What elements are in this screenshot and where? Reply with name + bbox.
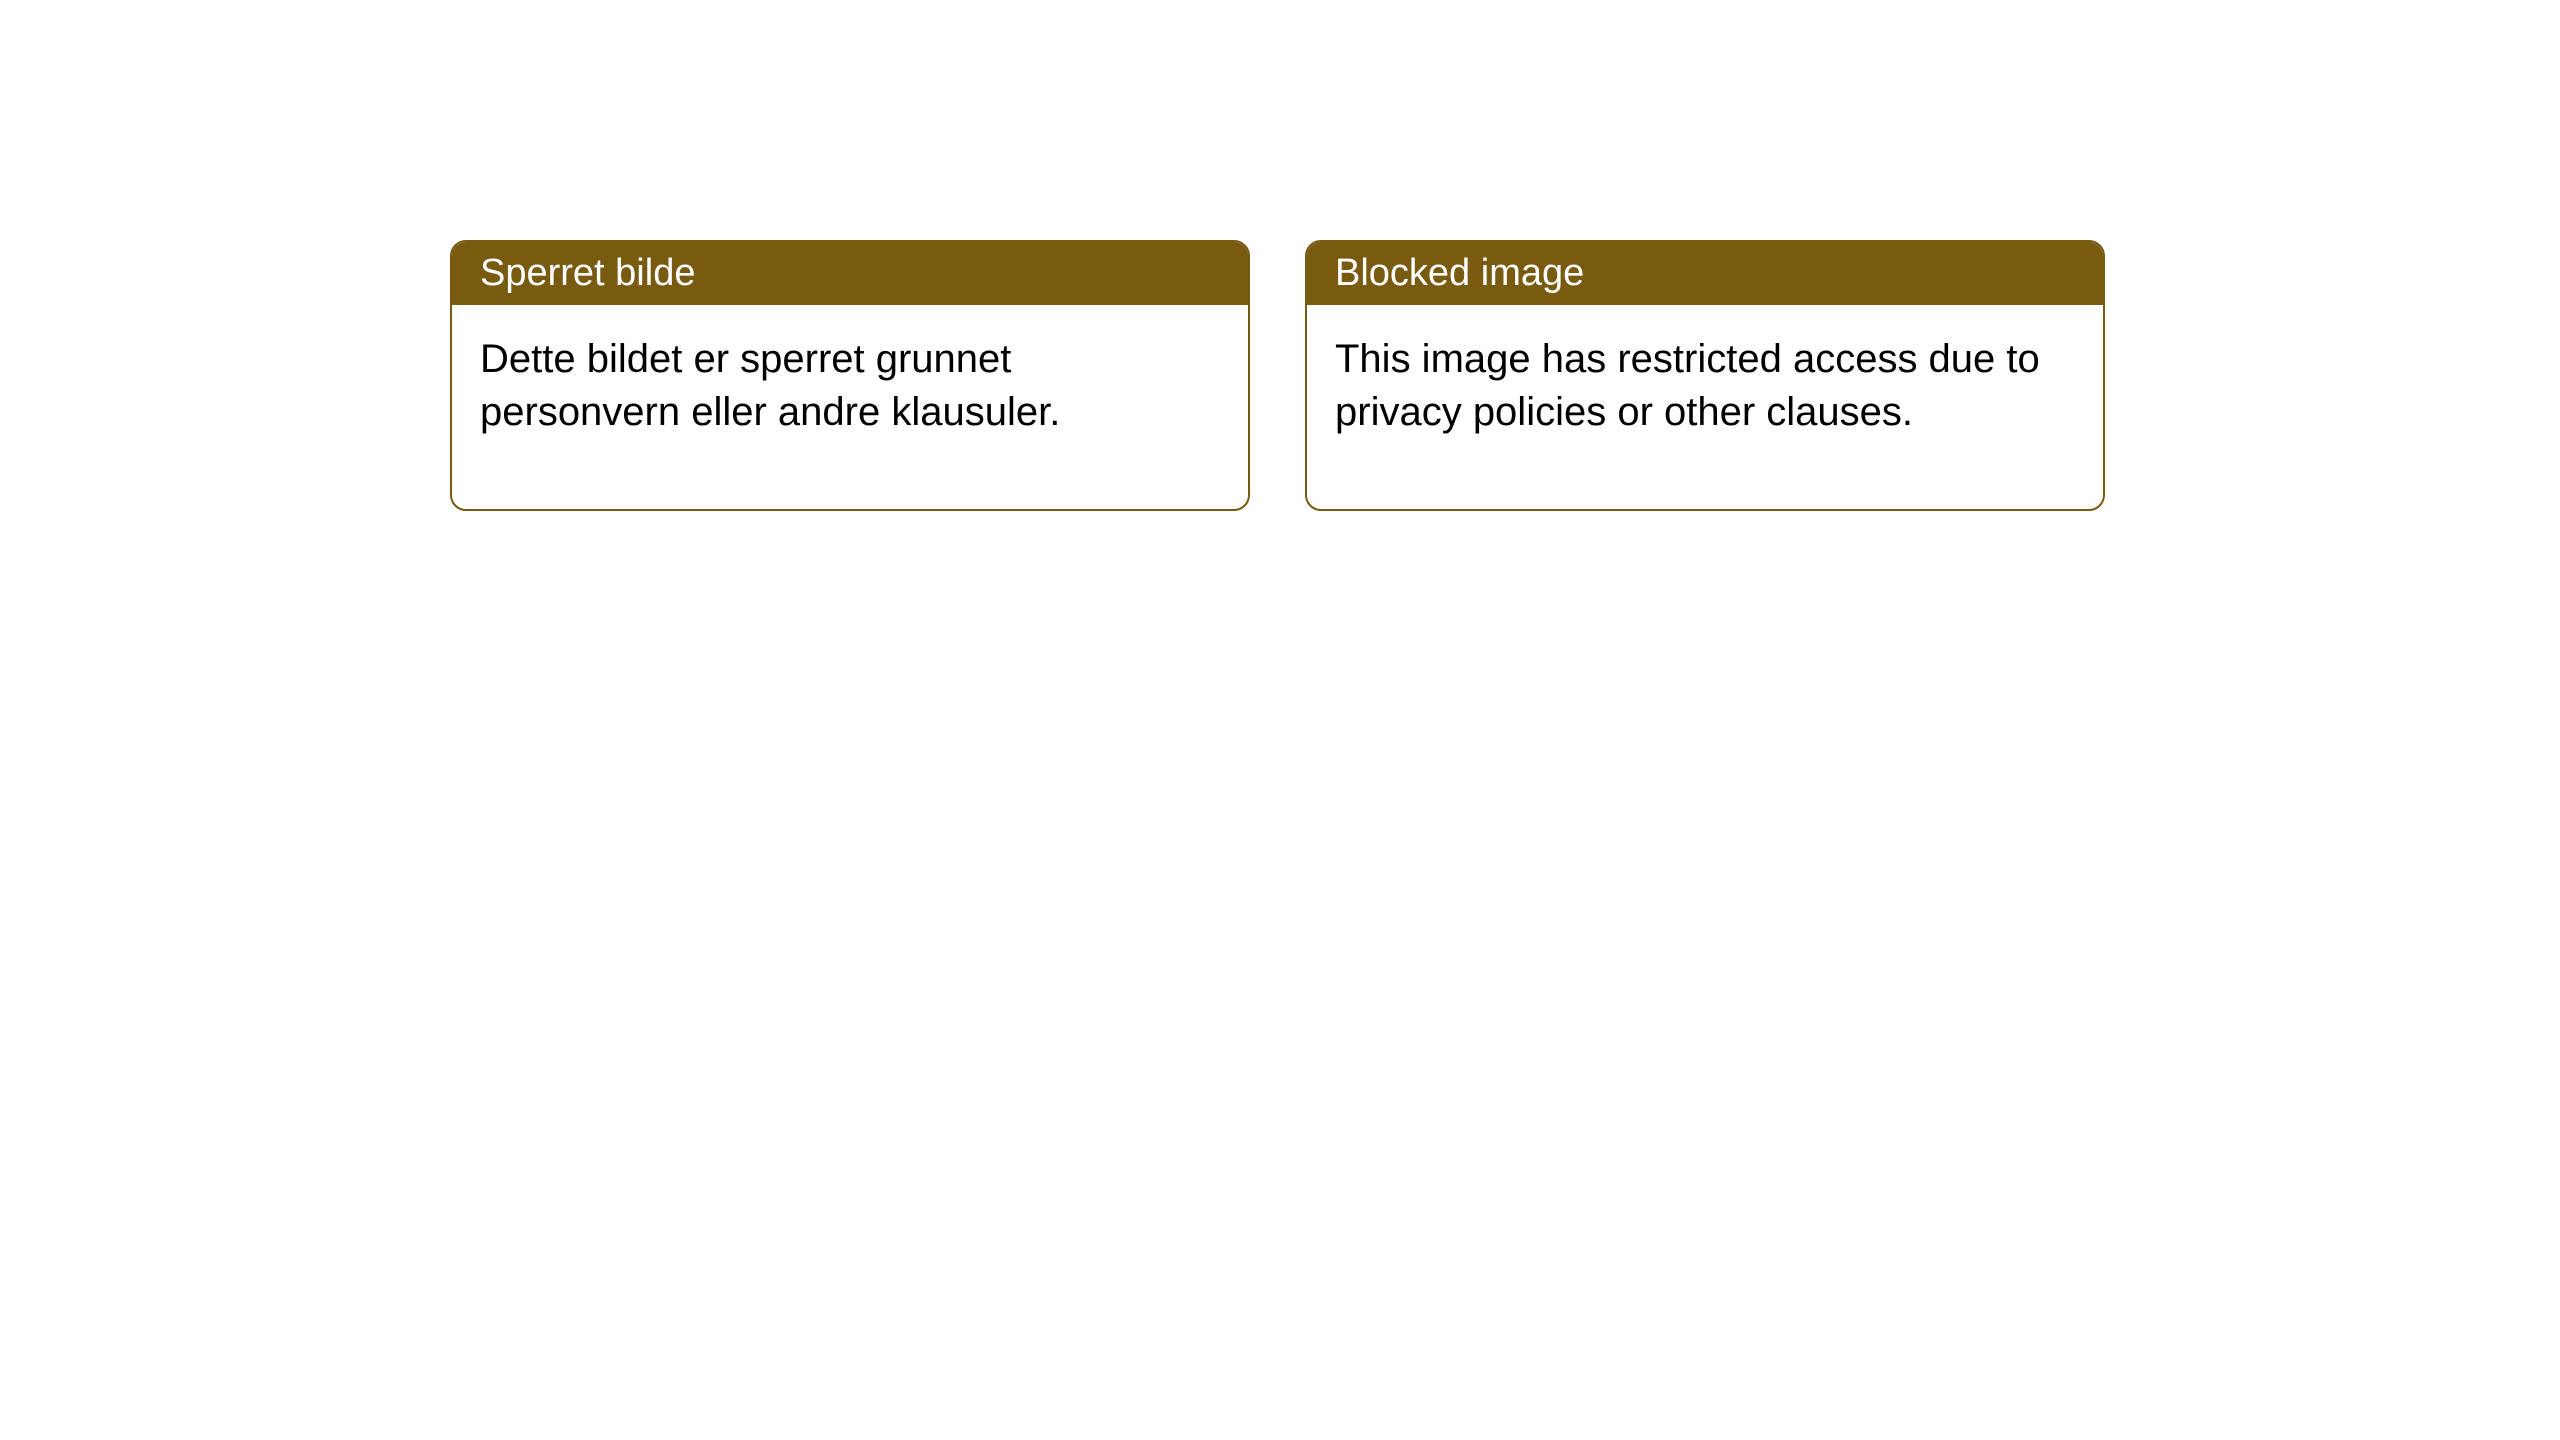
notice-text: This image has restricted access due to …: [1335, 337, 2040, 434]
notice-body-norwegian: Dette bildet er sperret grunnet personve…: [452, 305, 1248, 509]
notice-card-english: Blocked image This image has restricted …: [1305, 240, 2105, 511]
notice-title: Blocked image: [1335, 252, 1584, 294]
notice-card-norwegian: Sperret bilde Dette bildet er sperret gr…: [450, 240, 1250, 511]
notice-body-english: This image has restricted access due to …: [1307, 305, 2103, 509]
notice-title: Sperret bilde: [480, 252, 695, 294]
notice-container: Sperret bilde Dette bildet er sperret gr…: [450, 240, 2105, 511]
notice-text: Dette bildet er sperret grunnet personve…: [480, 337, 1060, 434]
notice-header-english: Blocked image: [1307, 242, 2103, 305]
notice-header-norwegian: Sperret bilde: [452, 242, 1248, 305]
